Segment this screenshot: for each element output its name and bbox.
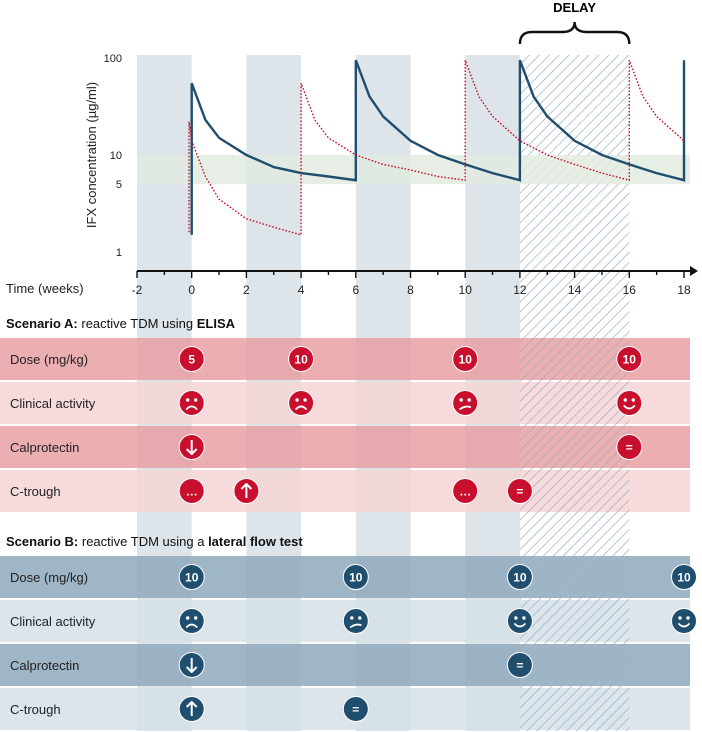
scenario-a-marker: … (452, 478, 479, 504)
svg-text:10: 10 (623, 353, 637, 367)
svg-text:10: 10 (677, 571, 691, 585)
scenario-b-marker: = (506, 652, 533, 678)
scenario-b-face-icon (342, 608, 369, 634)
scenario-b-marker: 10 (506, 564, 533, 590)
scenario-a-row-label: Dose (mg/kg) (10, 352, 88, 367)
y-tick-label: 1 (116, 247, 122, 259)
y-tick-label: 5 (116, 179, 122, 191)
scenario-a-row-label: C-trough (10, 484, 61, 499)
therapeutic-range (137, 155, 690, 185)
x-tick-label: 8 (407, 283, 414, 297)
scenario-b-arrow-icon (178, 696, 205, 722)
scenario-b-face-icon (178, 608, 205, 634)
scenario-a-marker: 5 (178, 346, 205, 372)
x-tick-label: 0 (188, 283, 195, 297)
scenario-a-marker: 10 (616, 346, 643, 372)
scenario-b-marker: 10 (671, 564, 697, 590)
scenario-a-marker: = (506, 478, 533, 504)
scenario-b-title: Scenario B: reactive TDM using a lateral… (6, 534, 303, 549)
concentration-curve-solid (190, 59, 686, 235)
svg-text:=: = (626, 441, 633, 455)
scenario-b-row-label: Dose (mg/kg) (10, 570, 88, 585)
scenario-b-arrow-icon (178, 652, 205, 678)
x-tick-label: 14 (568, 283, 582, 297)
scenario-b-marker: 10 (342, 564, 369, 590)
scenario-a-title: Scenario A: reactive TDM using ELISA (6, 316, 236, 331)
scenario-b-markers: 10 10 10 10 = = (178, 564, 697, 722)
scenario-b-marker: = (342, 696, 369, 722)
svg-text:10: 10 (513, 571, 527, 585)
scenario-a-arrow-icon (233, 478, 260, 504)
x-tick-label: 12 (513, 283, 527, 297)
scenario-a-arrow-icon (178, 434, 205, 460)
scenario-a-face-icon (288, 390, 315, 416)
svg-text:…: … (186, 485, 198, 499)
scenario-b-row-label: C-trough (10, 702, 61, 717)
svg-text:5: 5 (188, 353, 195, 367)
x-tick-label: 6 (352, 283, 359, 297)
y-tick-label: 100 (104, 53, 122, 65)
svg-text:10: 10 (349, 571, 363, 585)
svg-text:=: = (516, 485, 523, 499)
delay-label: DELAY (553, 0, 596, 15)
svg-text:10: 10 (185, 571, 199, 585)
x-tick-label: 18 (677, 283, 691, 297)
concentration-plot: 100 10 5 1 (104, 53, 690, 259)
y-tick-label: 10 (110, 150, 122, 162)
svg-text:=: = (352, 703, 359, 717)
scenario-a-marker: 10 (452, 346, 479, 372)
scenario-b-marker: 10 (178, 564, 205, 590)
scenario-b-face-icon (506, 608, 533, 634)
y-axis-label: IFX concentration (µg/ml) (84, 82, 99, 228)
x-tick-label: -2 (132, 283, 143, 297)
x-tick-label: 4 (298, 283, 305, 297)
x-tick-label: 10 (459, 283, 473, 297)
delay-brace: DELAY (518, 0, 631, 45)
x-axis: -2 0 2 4 6 8 10 12 14 16 18 (132, 266, 698, 297)
scenario-a-marker: … (178, 478, 205, 504)
scenario-b-row-label: Clinical activity (10, 614, 96, 629)
concentration-curve-dotted (188, 59, 685, 236)
scenario-a-marker: 10 (288, 346, 315, 372)
x-axis-label: Time (weeks) (6, 281, 84, 296)
svg-text:10: 10 (294, 353, 308, 367)
scenario-a-markers: 5 10 10 10 = … … = (178, 346, 643, 504)
scenario-a-marker: = (616, 434, 643, 460)
scenario-a-face-icon (452, 390, 479, 416)
x-tick-label: 16 (623, 283, 637, 297)
scenario-a-row-label: Clinical activity (10, 396, 96, 411)
svg-text:10: 10 (459, 353, 473, 367)
scenario-b-face-icon (671, 608, 697, 634)
scenario-a-face-icon (616, 390, 643, 416)
x-tick-label: 2 (243, 283, 250, 297)
scenario-a-face-icon (178, 390, 205, 416)
scenario-b-row-label: Calprotectin (10, 658, 79, 673)
svg-text:=: = (516, 659, 523, 673)
scenario-a-row-label: Calprotectin (10, 440, 79, 455)
svg-text:…: … (459, 485, 471, 499)
x-axis-arrow (690, 266, 698, 276)
